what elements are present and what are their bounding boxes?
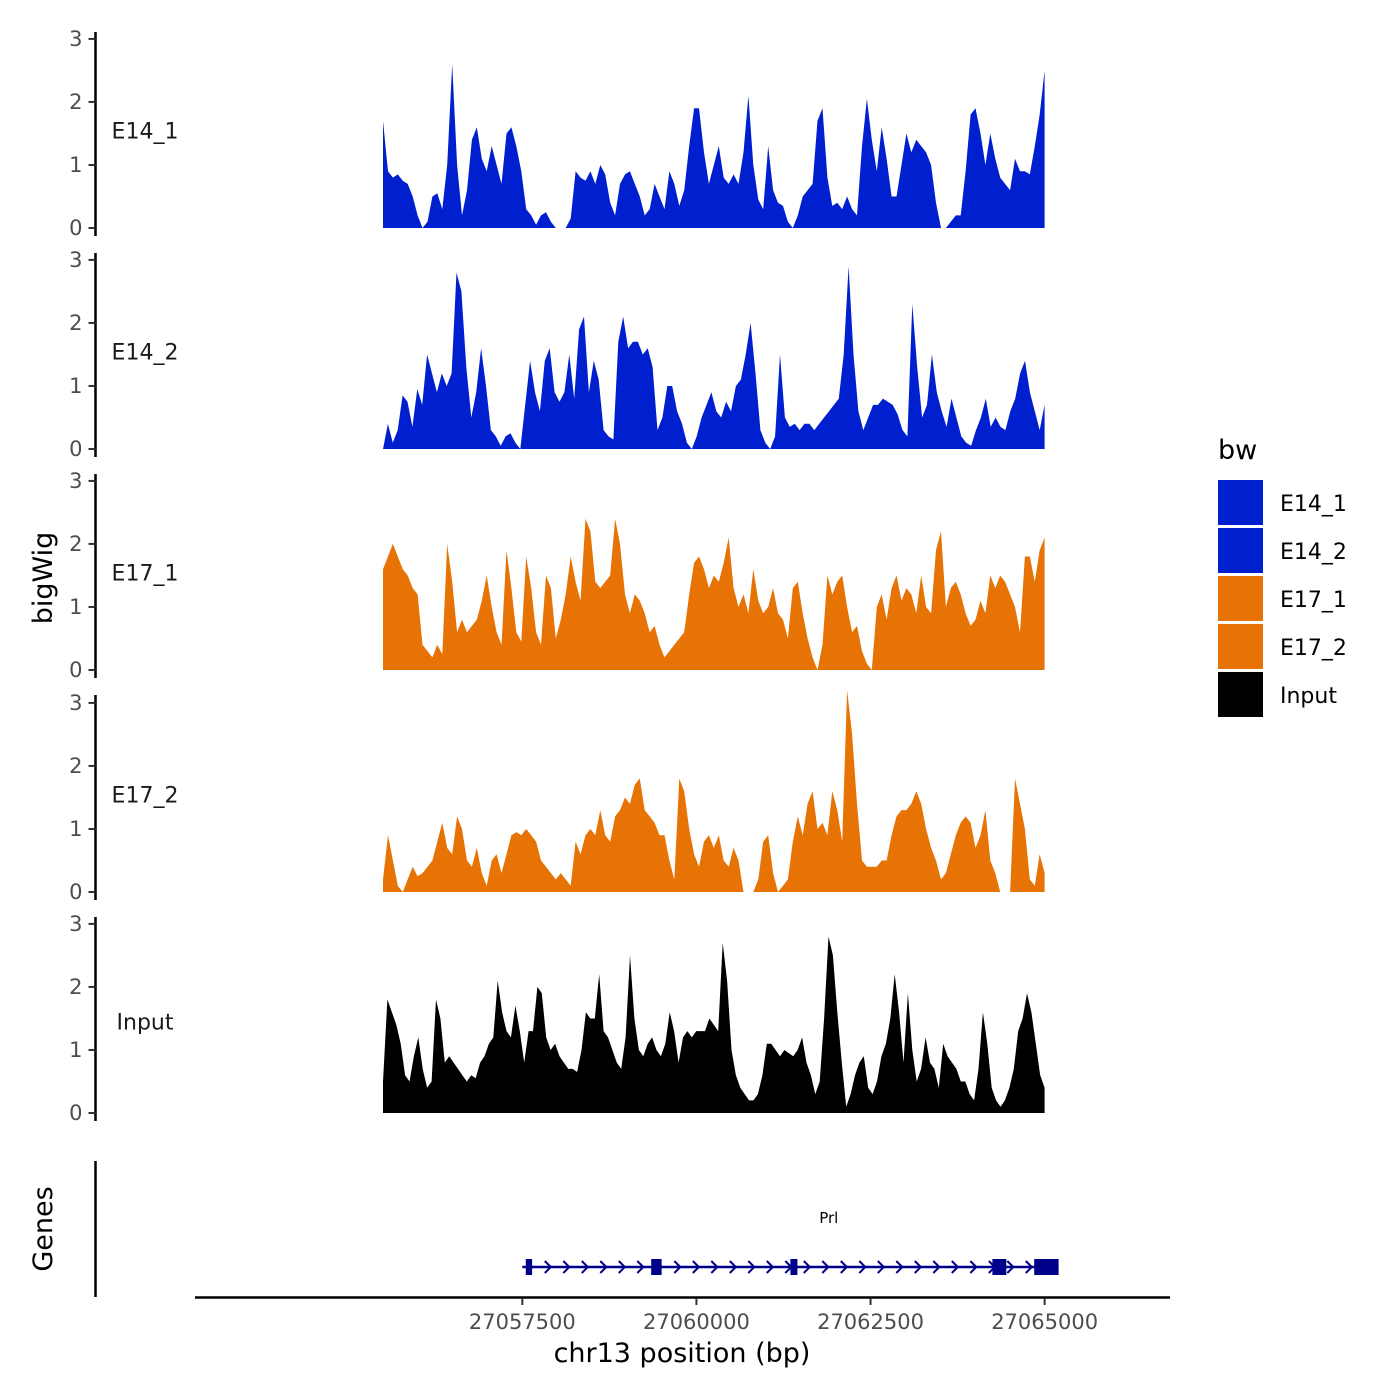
legend-label: Input bbox=[1280, 684, 1337, 709]
strand-chevron-icon bbox=[1025, 1260, 1034, 1274]
y-tick-label: 3 bbox=[69, 691, 82, 715]
legend-label: E17_1 bbox=[1280, 588, 1347, 613]
strand-chevron-icon bbox=[673, 1260, 682, 1274]
y-tick-label: 1 bbox=[69, 374, 82, 398]
track-e17-1: 0 1 2 3 E17_1 bbox=[69, 469, 1045, 682]
legend-swatch bbox=[1218, 480, 1263, 525]
strand-chevron-icon bbox=[858, 1260, 867, 1274]
genes-panel: Genes Prl bbox=[28, 1161, 1059, 1297]
y-tick-label: 2 bbox=[69, 975, 82, 999]
coverage-area bbox=[383, 936, 1045, 1113]
strand-chevron-icon bbox=[544, 1260, 553, 1274]
strand-chevron-icon bbox=[710, 1260, 719, 1274]
legend-label: E14_1 bbox=[1280, 492, 1347, 517]
strand-chevron-icon bbox=[895, 1260, 904, 1274]
strand-chevron-icon bbox=[766, 1260, 775, 1274]
gene-label: Prl bbox=[819, 1209, 838, 1227]
y-tick-label: 2 bbox=[69, 532, 82, 556]
legend-item: Input bbox=[1218, 672, 1337, 717]
strand-chevron-icon bbox=[692, 1260, 701, 1274]
gene-exon bbox=[992, 1259, 1007, 1275]
legend-item: E14_2 bbox=[1218, 528, 1347, 573]
y-tick-label: 3 bbox=[69, 469, 82, 493]
strand-chevron-icon bbox=[932, 1260, 941, 1274]
y-tick-label: 2 bbox=[69, 311, 82, 335]
track-label: Input bbox=[117, 1011, 174, 1036]
legend-item: E17_1 bbox=[1218, 576, 1347, 621]
y-tick-label: 2 bbox=[69, 90, 82, 114]
y-tick-label: 1 bbox=[69, 817, 82, 841]
bigwig-tracks: 0 1 2 3 E14_1 0 1 2 3 E14_2 0 1 2 3 E17_1 0 1 2 3 E17_2 0 1 2 3… bbox=[69, 27, 1045, 1125]
y-tick-label: 0 bbox=[69, 880, 82, 904]
legend-swatch bbox=[1218, 672, 1263, 717]
strand-chevron-icon bbox=[729, 1260, 738, 1274]
strand-chevron-icon bbox=[803, 1260, 812, 1274]
coverage-area bbox=[383, 64, 1045, 228]
x-tick-label: 27060000 bbox=[643, 1310, 750, 1334]
x-tick-label: 27057500 bbox=[469, 1310, 576, 1334]
legend-item: E14_1 bbox=[1218, 480, 1347, 525]
track-input: 0 1 2 3 Input bbox=[69, 912, 1045, 1125]
strand-chevron-icon bbox=[877, 1260, 886, 1274]
gene-exon bbox=[651, 1259, 662, 1275]
strand-chevron-icon bbox=[914, 1260, 923, 1274]
strand-chevron-icon bbox=[969, 1260, 978, 1274]
track-label: E14_2 bbox=[112, 340, 179, 365]
x-tick-label: 27062500 bbox=[817, 1310, 924, 1334]
y-tick-label: 2 bbox=[69, 754, 82, 778]
legend-swatch bbox=[1218, 528, 1263, 573]
coverage-area bbox=[383, 266, 1045, 449]
track-e17-2: 0 1 2 3 E17_2 bbox=[69, 690, 1045, 904]
strand-chevron-icon bbox=[747, 1260, 756, 1274]
track-e14-1: 0 1 2 3 E14_1 bbox=[69, 27, 1045, 240]
y-tick-label: 0 bbox=[69, 437, 82, 461]
track-label: E14_1 bbox=[112, 119, 179, 144]
legend-swatch bbox=[1218, 624, 1263, 669]
coverage-area bbox=[383, 518, 1045, 670]
genes-axis-title: Genes bbox=[28, 1186, 59, 1271]
gene-exon bbox=[790, 1259, 798, 1275]
y-tick-label: 0 bbox=[69, 1101, 82, 1125]
strand-chevron-icon bbox=[618, 1260, 627, 1274]
y-tick-label: 3 bbox=[69, 27, 82, 51]
x-axis-title: chr13 position (bp) bbox=[554, 1338, 811, 1369]
strand-chevron-icon bbox=[821, 1260, 830, 1274]
y-tick-label: 0 bbox=[69, 658, 82, 682]
coverage-area bbox=[383, 690, 1045, 892]
track-label: E17_2 bbox=[112, 783, 179, 808]
gene-exon bbox=[525, 1259, 533, 1275]
legend-title: bw bbox=[1218, 435, 1257, 466]
y-axis-title: bigWig bbox=[28, 532, 59, 625]
strand-chevron-icon bbox=[599, 1260, 608, 1274]
strand-chevron-icon bbox=[636, 1260, 645, 1274]
strand-chevron-icon bbox=[1006, 1260, 1015, 1274]
x-tick-label: 27065000 bbox=[991, 1310, 1098, 1334]
strand-chevron-icon bbox=[562, 1260, 571, 1274]
strand-chevron-icon bbox=[581, 1260, 590, 1274]
legend-label: E14_2 bbox=[1280, 540, 1347, 565]
y-tick-label: 1 bbox=[69, 153, 82, 177]
gene-model-prl bbox=[522, 1259, 1059, 1275]
y-tick-label: 1 bbox=[69, 1038, 82, 1062]
strand-chevron-icon bbox=[951, 1260, 960, 1274]
legend-item: E17_2 bbox=[1218, 624, 1347, 669]
legend-label: E17_2 bbox=[1280, 636, 1347, 661]
y-tick-label: 3 bbox=[69, 248, 82, 272]
y-tick-label: 0 bbox=[69, 216, 82, 240]
track-e14-2: 0 1 2 3 E14_2 bbox=[69, 248, 1045, 461]
y-tick-label: 1 bbox=[69, 595, 82, 619]
y-tick-label: 3 bbox=[69, 912, 82, 936]
strand-chevron-icon bbox=[840, 1260, 849, 1274]
track-label: E17_1 bbox=[112, 561, 179, 586]
legend-swatch bbox=[1218, 576, 1263, 621]
gene-exon bbox=[1034, 1259, 1059, 1275]
x-axis: 27057500 27060000 27062500 27065000 chr13 p… bbox=[195, 1296, 1170, 1369]
legend: bw E14_1 E14_2 E17_1 E17_2 Input bbox=[1218, 435, 1347, 717]
